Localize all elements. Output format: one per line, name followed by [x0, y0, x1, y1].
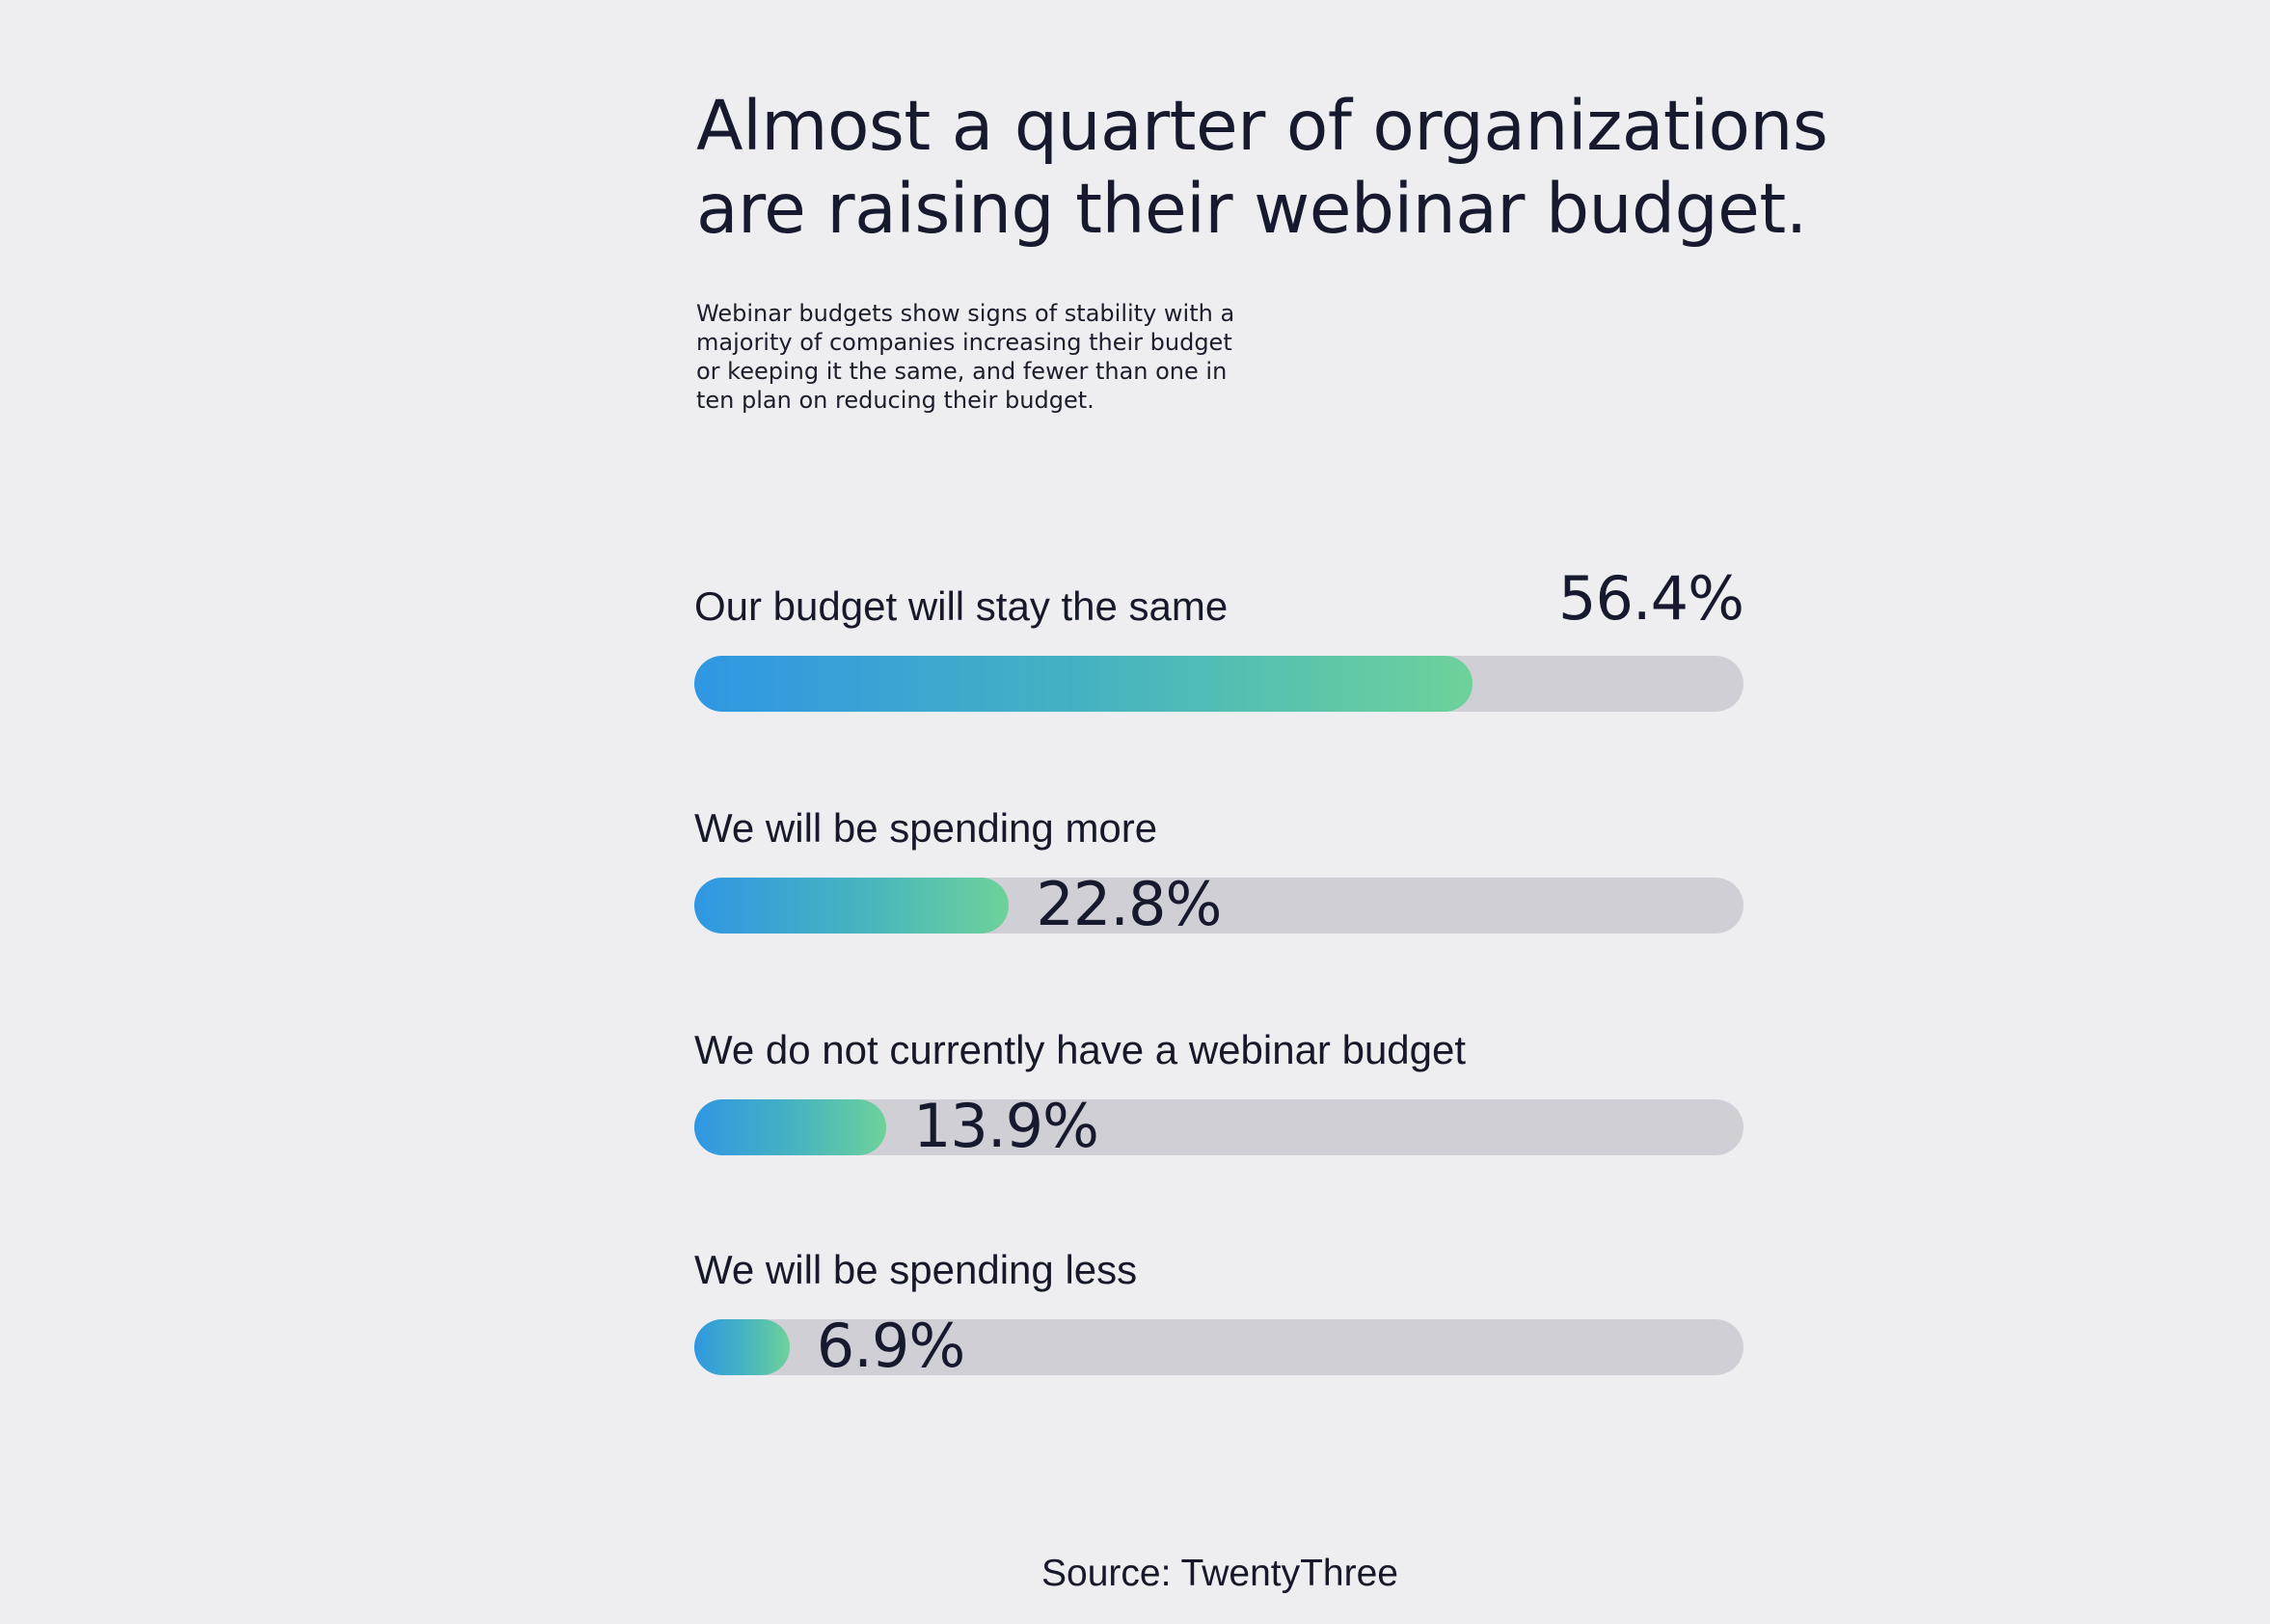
bar-track — [694, 1319, 1743, 1375]
bar-fill — [694, 1099, 886, 1155]
bar-value-label: 6.9% — [816, 1311, 966, 1381]
bar-category-label: We do not currently have a webinar budge… — [694, 1027, 1467, 1072]
bar-track — [694, 656, 1743, 712]
bar-fill — [694, 878, 1010, 934]
bar-value-label: 56.4% — [1558, 563, 1744, 634]
bar-value-label: 22.8% — [1036, 869, 1222, 939]
chart-title: Almost a quarter of organizations are ra… — [696, 86, 1828, 249]
chart-subtitle: Webinar budgets show signs of stability … — [696, 300, 1235, 414]
source-credit: Source: TwentyThree — [1041, 1553, 1398, 1594]
bar-category-label: We will be spending more — [694, 805, 1158, 851]
bar-fill — [694, 656, 1473, 712]
bar-fill — [694, 1319, 790, 1375]
bar-category-label: We will be spending less — [694, 1247, 1138, 1292]
bar-track — [694, 1099, 1743, 1155]
bar-category-label: Our budget will stay the same — [694, 583, 1229, 629]
bar-value-label: 13.9% — [912, 1091, 1099, 1161]
bar-track — [694, 878, 1743, 934]
